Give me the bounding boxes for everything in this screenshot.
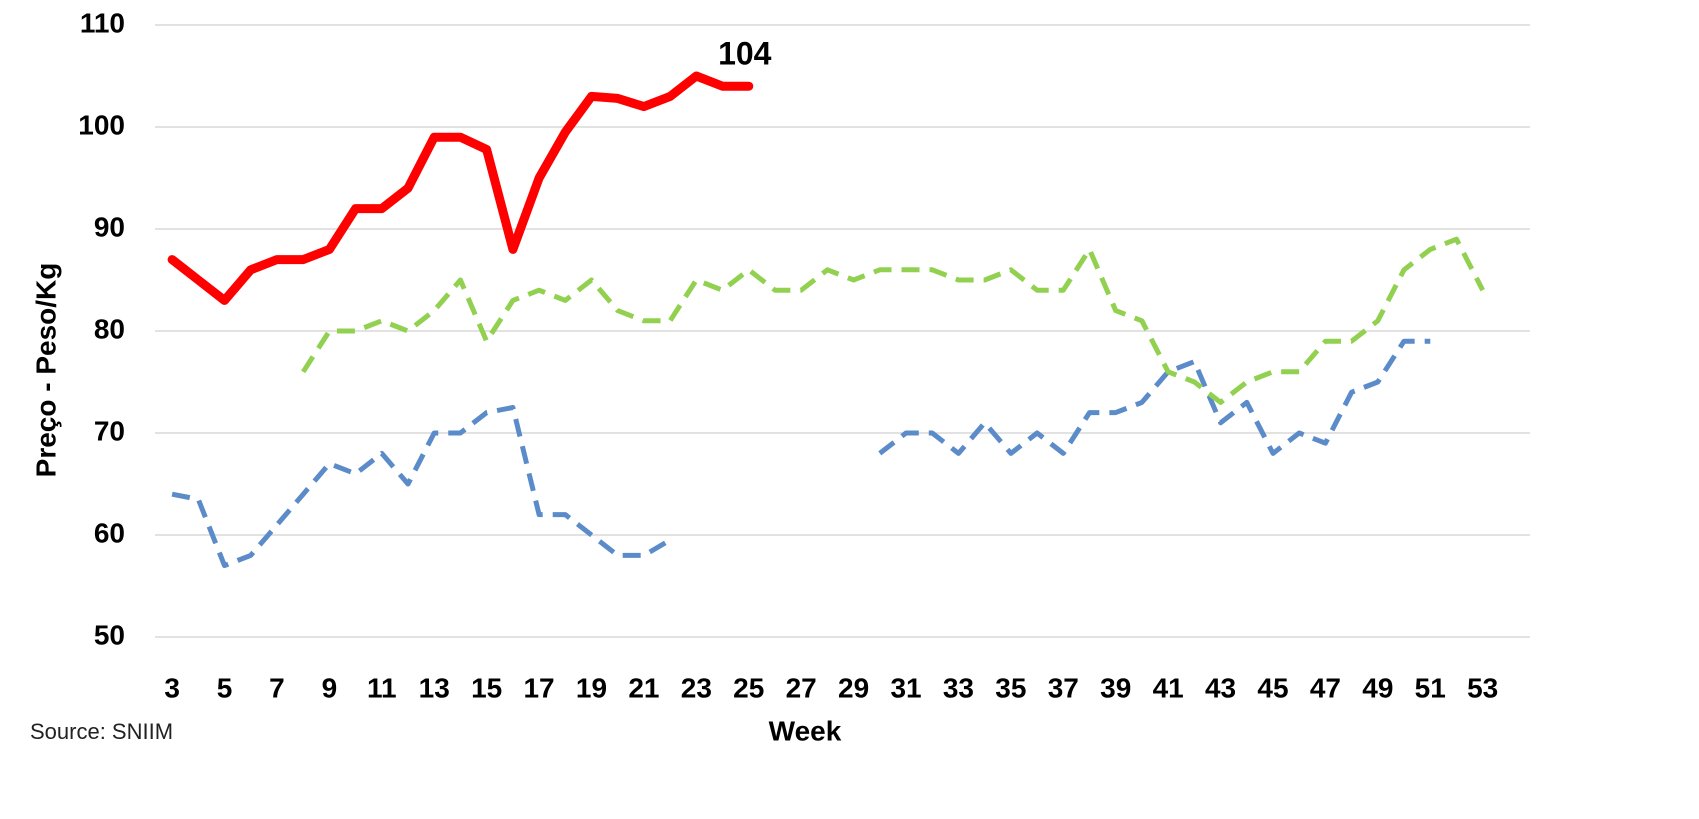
x-tick-label: 25 — [733, 672, 764, 703]
y-tick-label: 50 — [94, 619, 125, 650]
series-line — [167, 71, 754, 305]
x-tick-label: 51 — [1415, 672, 1446, 703]
y-tick-label: 80 — [94, 313, 125, 344]
x-tick-label: 33 — [943, 672, 974, 703]
y-tick-label: 110 — [80, 7, 125, 38]
x-tick-label: 39 — [1100, 672, 1131, 703]
x-tick-label: 41 — [1153, 672, 1184, 703]
y-axis-label: Preço - Peso/Kg — [30, 263, 61, 478]
y-tick-label: 70 — [94, 415, 125, 446]
x-axis-label: Week — [769, 715, 842, 746]
x-tick-label: 37 — [1048, 672, 1079, 703]
source-note: Source: SNIIM — [30, 719, 173, 744]
x-tick-label: 27 — [786, 672, 817, 703]
x-tick-label: 49 — [1362, 672, 1393, 703]
y-tick-label: 90 — [94, 211, 125, 242]
series-line — [171, 338, 1431, 569]
x-tick-label: 5 — [217, 672, 233, 703]
x-tick-label: 31 — [890, 672, 921, 703]
x-tick-label: 21 — [628, 672, 659, 703]
x-tick-label: 9 — [322, 672, 338, 703]
x-tick-label: 23 — [681, 672, 712, 703]
x-tick-label: 53 — [1467, 672, 1498, 703]
y-tick-label: 60 — [94, 517, 125, 548]
x-tick-label: 7 — [269, 672, 285, 703]
data-label: 104 — [718, 36, 772, 72]
y-tick-label: 100 — [78, 109, 125, 140]
x-tick-label: 29 — [838, 672, 869, 703]
x-tick-label: 11 — [367, 672, 397, 703]
x-tick-label: 45 — [1257, 672, 1288, 703]
x-tick-label: 15 — [471, 672, 502, 703]
x-tick-label: 17 — [523, 672, 554, 703]
x-tick-label: 47 — [1310, 672, 1341, 703]
x-tick-label: 35 — [995, 672, 1026, 703]
series-line — [301, 236, 1485, 405]
x-tick-label: 43 — [1205, 672, 1236, 703]
x-tick-label: 3 — [164, 672, 180, 703]
x-tick-label: 13 — [419, 672, 450, 703]
x-tick-label: 19 — [576, 672, 607, 703]
